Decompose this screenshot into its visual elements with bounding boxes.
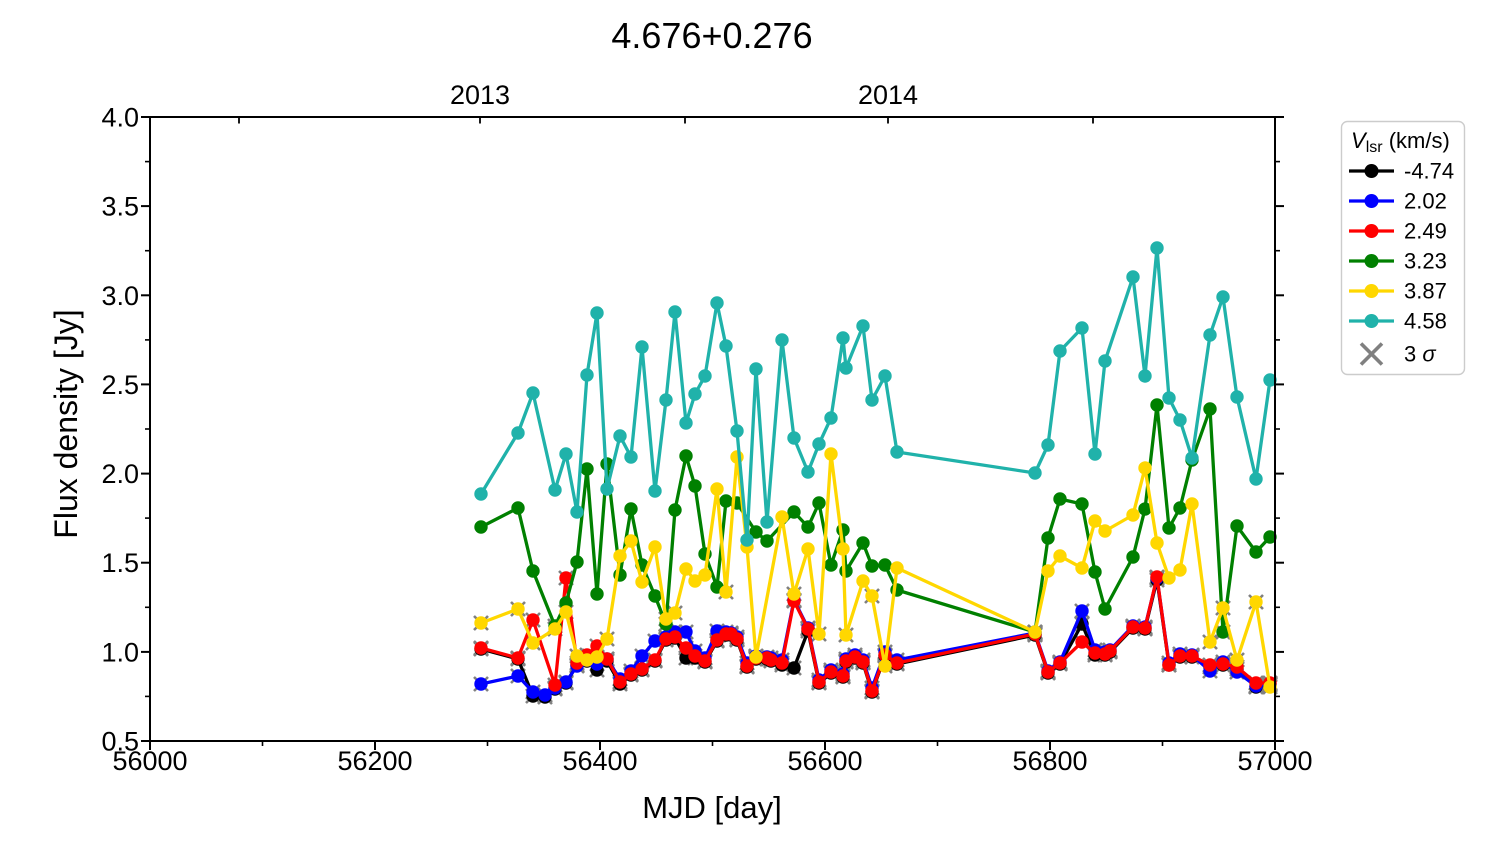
svg-text:Vlsr (km/s): Vlsr (km/s) xyxy=(1351,128,1450,156)
svg-text:4.0: 4.0 xyxy=(101,103,139,133)
svg-text:2.0: 2.0 xyxy=(101,459,139,489)
svg-text:MJD [day]: MJD [day] xyxy=(642,790,782,825)
svg-text:1.0: 1.0 xyxy=(101,637,139,667)
svg-text:1.5: 1.5 xyxy=(101,548,139,578)
svg-text:3.23: 3.23 xyxy=(1404,249,1447,274)
svg-text:4.676+0.276: 4.676+0.276 xyxy=(611,15,812,56)
svg-text:Flux density [Jy]: Flux density [Jy] xyxy=(48,309,84,538)
svg-text:2.02: 2.02 xyxy=(1404,189,1447,214)
svg-text:56600: 56600 xyxy=(787,746,862,776)
svg-text:2013: 2013 xyxy=(450,80,510,110)
svg-text:3.87: 3.87 xyxy=(1404,279,1447,304)
svg-text:56800: 56800 xyxy=(1012,746,1087,776)
svg-text:56400: 56400 xyxy=(562,746,637,776)
svg-text:4.58: 4.58 xyxy=(1404,309,1447,334)
svg-text:56200: 56200 xyxy=(337,746,412,776)
svg-text:3 σ: 3 σ xyxy=(1404,342,1436,367)
svg-text:57000: 57000 xyxy=(1237,746,1312,776)
svg-text:2014: 2014 xyxy=(858,80,918,110)
svg-text:0.5: 0.5 xyxy=(101,727,139,757)
svg-text:2.49: 2.49 xyxy=(1404,219,1447,244)
svg-text:3.0: 3.0 xyxy=(101,281,139,311)
svg-text:3.5: 3.5 xyxy=(101,192,139,222)
svg-text:2.5: 2.5 xyxy=(101,370,139,400)
svg-text:-4.74: -4.74 xyxy=(1404,159,1454,184)
svg-text:56000: 56000 xyxy=(112,746,187,776)
